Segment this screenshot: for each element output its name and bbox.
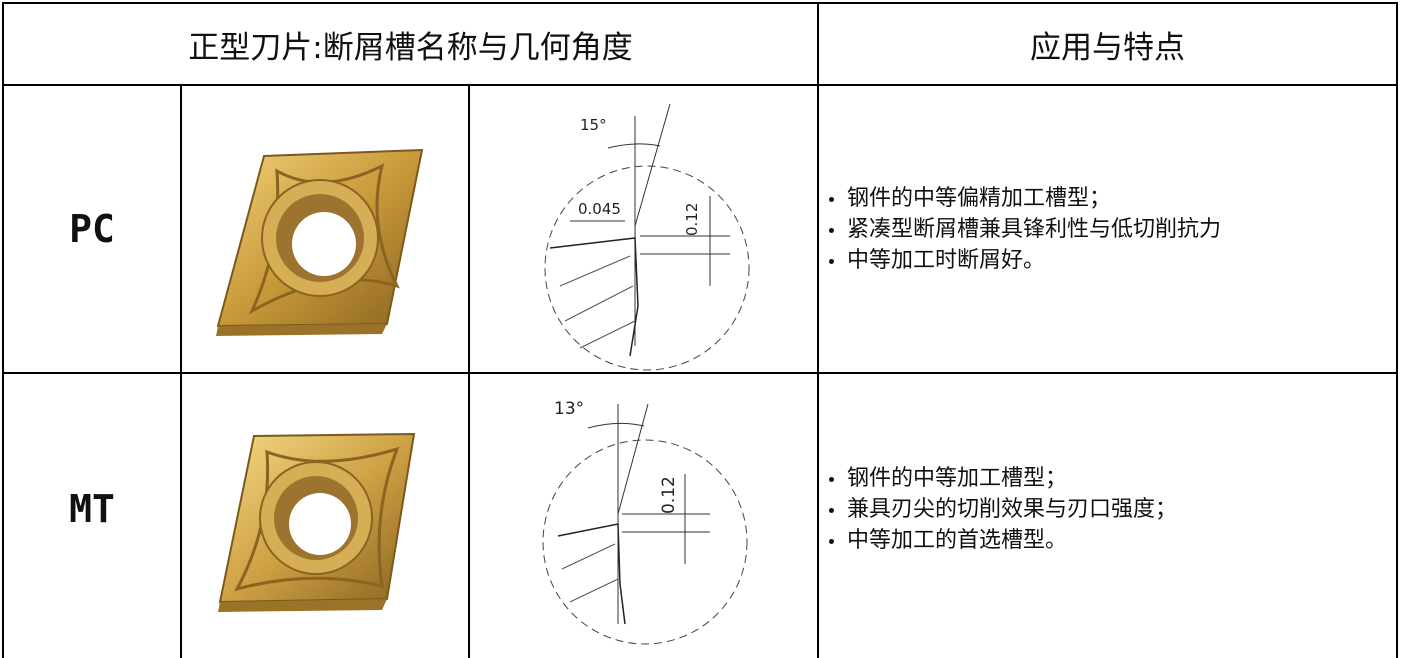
diagram-cell: 13° 0.12 <box>468 372 817 658</box>
header-text: 应用与特点 <box>1030 29 1185 66</box>
header-cell: 正型刀片:断屑槽名称与几何角度 <box>2 2 817 84</box>
header-text: 正型刀片:断屑槽名称与几何角度 <box>188 29 633 66</box>
header-cell: 应用与特点 <box>817 2 1398 84</box>
image-cell <box>180 84 468 372</box>
features-cell: 钢件的中等偏精加工槽型； 紧凑型断屑槽兼具锋利性与低切削抗力 中等加工时断屑好。 <box>817 84 1398 372</box>
dimension-label: 0.12 <box>683 203 701 236</box>
diagram-cell: 15° 0.045 0.12 <box>468 84 817 372</box>
feature-item: 中等加工时断屑好。 <box>825 245 1347 276</box>
dimension-label: 0.045 <box>578 200 621 218</box>
geometry-diagram: 13° 0.12 <box>542 399 748 645</box>
feature-item: 钢件的中等偏精加工槽型； <box>825 183 1347 214</box>
feature-item: 紧凑型断屑槽兼具锋利性与低切削抗力 <box>825 214 1347 245</box>
feature-item: 兼具刃尖的切削效果与刃口强度； <box>825 494 1347 525</box>
name-cell: MT <box>2 372 180 658</box>
feature-item: 中等加工的首选槽型。 <box>825 525 1347 556</box>
insert-image <box>218 432 416 612</box>
groove-name: PC <box>69 207 115 251</box>
name-cell: PC <box>2 84 180 372</box>
feature-item: 钢件的中等加工槽型； <box>825 463 1347 494</box>
image-cell <box>180 372 468 658</box>
dimension-label: 0.12 <box>659 476 679 514</box>
insert-image <box>216 148 424 336</box>
geometry-diagram: 15° 0.045 0.12 <box>544 103 750 371</box>
features-cell: 钢件的中等加工槽型； 兼具刃尖的切削效果与刃口强度； 中等加工的首选槽型。 <box>817 372 1398 658</box>
groove-name: MT <box>69 487 115 531</box>
angle-label: 13° <box>554 399 584 419</box>
angle-label: 15° <box>580 116 607 134</box>
